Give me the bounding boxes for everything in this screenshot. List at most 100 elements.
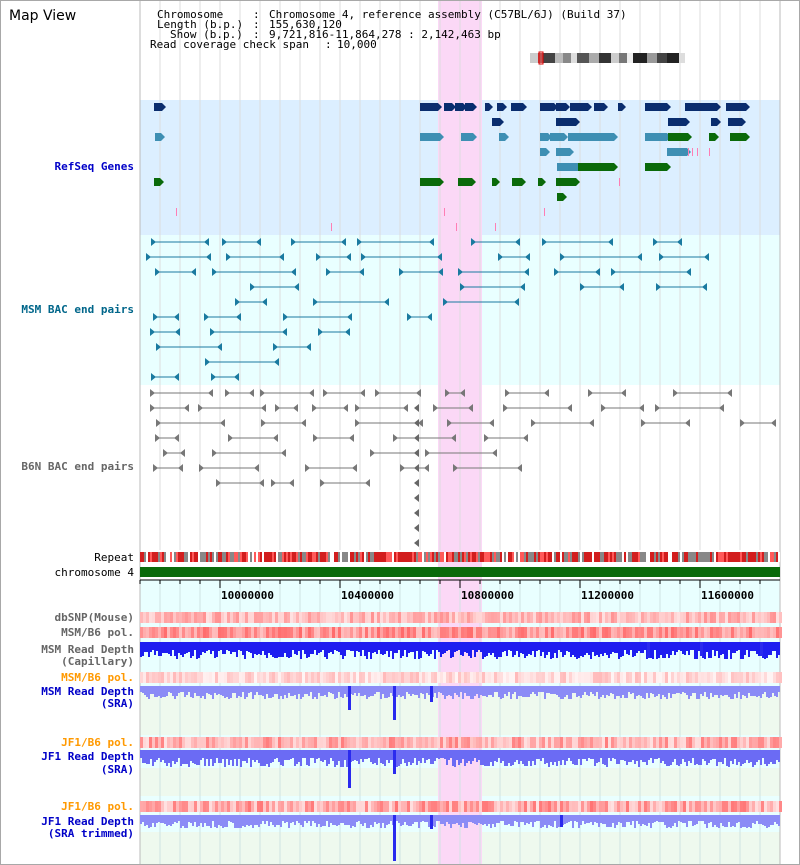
read-depth-bar [296, 642, 298, 655]
track-label-jf1-depth-sra[interactable]: JF1 Read Depth [41, 750, 134, 763]
track-label-msm-b6-pol[interactable]: MSM/B6 pol. [61, 626, 134, 639]
read-depth-bar [760, 686, 762, 698]
read-depth-bar [328, 815, 330, 827]
read-depth-bar [776, 686, 778, 697]
polymorphism-heat-cell [362, 612, 365, 623]
read-depth-bar [676, 686, 678, 693]
read-depth-bar [600, 642, 602, 654]
read-depth-bar [228, 815, 230, 821]
polymorphism-heat-cell [416, 801, 419, 812]
read-depth-bar [530, 815, 532, 822]
bac-end [316, 253, 321, 261]
polymorphism-heat-cell [263, 672, 266, 683]
track-label-msm-depth-cap[interactable]: MSM Read Depth [41, 643, 134, 656]
polymorphism-heat-cell [173, 737, 176, 748]
polymorphism-heat-cell [446, 612, 449, 623]
read-depth-bar [276, 642, 278, 658]
repeat-element [646, 552, 648, 562]
read-depth-bar [338, 686, 340, 692]
polymorphism-heat-cell [521, 612, 524, 623]
track-label-msm-b6-pol-sra[interactable]: MSM/B6 pol. [61, 671, 134, 684]
track-label-b6n-bac[interactable]: B6N BAC end pairs [21, 460, 134, 473]
repeat-element [472, 552, 474, 562]
track-label-msm-bac[interactable]: MSM BAC end pairs [21, 303, 134, 316]
read-depth-bar [594, 815, 596, 822]
read-depth-bar [714, 642, 716, 656]
read-depth-bar [424, 815, 426, 822]
polymorphism-heat-cell [278, 737, 281, 748]
polymorphism-heat-cell [320, 672, 323, 683]
polymorphism-heat-cell [761, 801, 764, 812]
polymorphism-heat-cell [650, 612, 653, 623]
read-depth-bar [532, 686, 534, 692]
polymorphism-heat-cell [473, 801, 476, 812]
bac-end [685, 419, 690, 427]
read-depth-bar [622, 686, 624, 695]
polymorphism-heat-cell [635, 737, 638, 748]
read-depth-bar [194, 750, 196, 764]
read-depth-bar [398, 750, 400, 766]
track-label-jf1-b6-pol-a[interactable]: JF1/B6 pol. [61, 736, 134, 749]
read-depth-bar [470, 750, 472, 764]
polymorphism-heat-cell [464, 627, 467, 638]
repeat-element [592, 552, 594, 562]
polymorphism-heat-cell [314, 737, 317, 748]
repeat-element [652, 552, 654, 562]
read-depth-bar [456, 686, 458, 695]
track-label-dbsnp[interactable]: dbSNP(Mouse) [54, 611, 134, 624]
read-depth-bar [384, 686, 386, 698]
read-depth-bar [372, 750, 374, 764]
track-label-refseq[interactable]: RefSeq Genes [54, 160, 134, 173]
gene-feature [497, 103, 503, 111]
repeat-element [524, 552, 526, 562]
read-depth-bar [336, 815, 338, 826]
polymorphism-heat-cell [182, 627, 185, 638]
read-depth-bar [642, 815, 644, 824]
read-depth-bar [326, 815, 328, 821]
read-depth-bar [178, 815, 180, 821]
polymorphism-heat-cell [290, 737, 293, 748]
repeat-element [272, 552, 274, 562]
read-depth-bar [646, 750, 648, 765]
gene-feature [728, 118, 742, 126]
read-depth-bar [746, 642, 748, 650]
bac-end [400, 464, 405, 472]
bac-end [637, 253, 642, 261]
track-label-msm-depth-sra[interactable]: MSM Read Depth [41, 685, 134, 698]
coverage-label: Read coverage check span [150, 38, 309, 51]
read-depth-bar [238, 815, 240, 828]
read-depth-bar [612, 750, 614, 758]
read-depth-bar [302, 642, 304, 650]
repeat-element [680, 552, 682, 562]
polymorphism-heat-cell [752, 612, 755, 623]
read-depth-bar [342, 686, 344, 698]
read-depth-bar [244, 642, 246, 659]
read-depth-bar [326, 750, 328, 766]
read-depth-bar [720, 750, 722, 762]
repeat-element [146, 552, 148, 562]
polymorphism-heat-cell [374, 612, 377, 623]
polymorphism-heat-cell [149, 737, 152, 748]
read-depth-bar [448, 642, 450, 650]
read-depth-bar [476, 750, 478, 762]
repeat-element [418, 552, 420, 562]
polymorphism-heat-cell [512, 672, 515, 683]
read-depth-bar [490, 686, 492, 695]
polymorphism-heat-cell [683, 612, 686, 623]
polymorphism-heat-cell [506, 612, 509, 623]
polymorphism-heat-cell [779, 627, 782, 638]
polymorphism-heat-cell [296, 737, 299, 748]
track-label-jf1-b6-pol-b[interactable]: JF1/B6 pol. [61, 800, 134, 813]
read-depth-bar [304, 815, 306, 821]
read-depth-bar [254, 815, 256, 825]
polymorphism-heat-cell [200, 672, 203, 683]
bac-end [414, 464, 419, 472]
read-depth-bar [402, 815, 404, 825]
read-depth-bar [190, 642, 192, 658]
polymorphism-heat-cell [461, 672, 464, 683]
repeat-element [256, 552, 258, 562]
track-label-jf1-depth-trim[interactable]: JF1 Read Depth [41, 815, 134, 828]
polymorphism-heat-cell [314, 612, 317, 623]
